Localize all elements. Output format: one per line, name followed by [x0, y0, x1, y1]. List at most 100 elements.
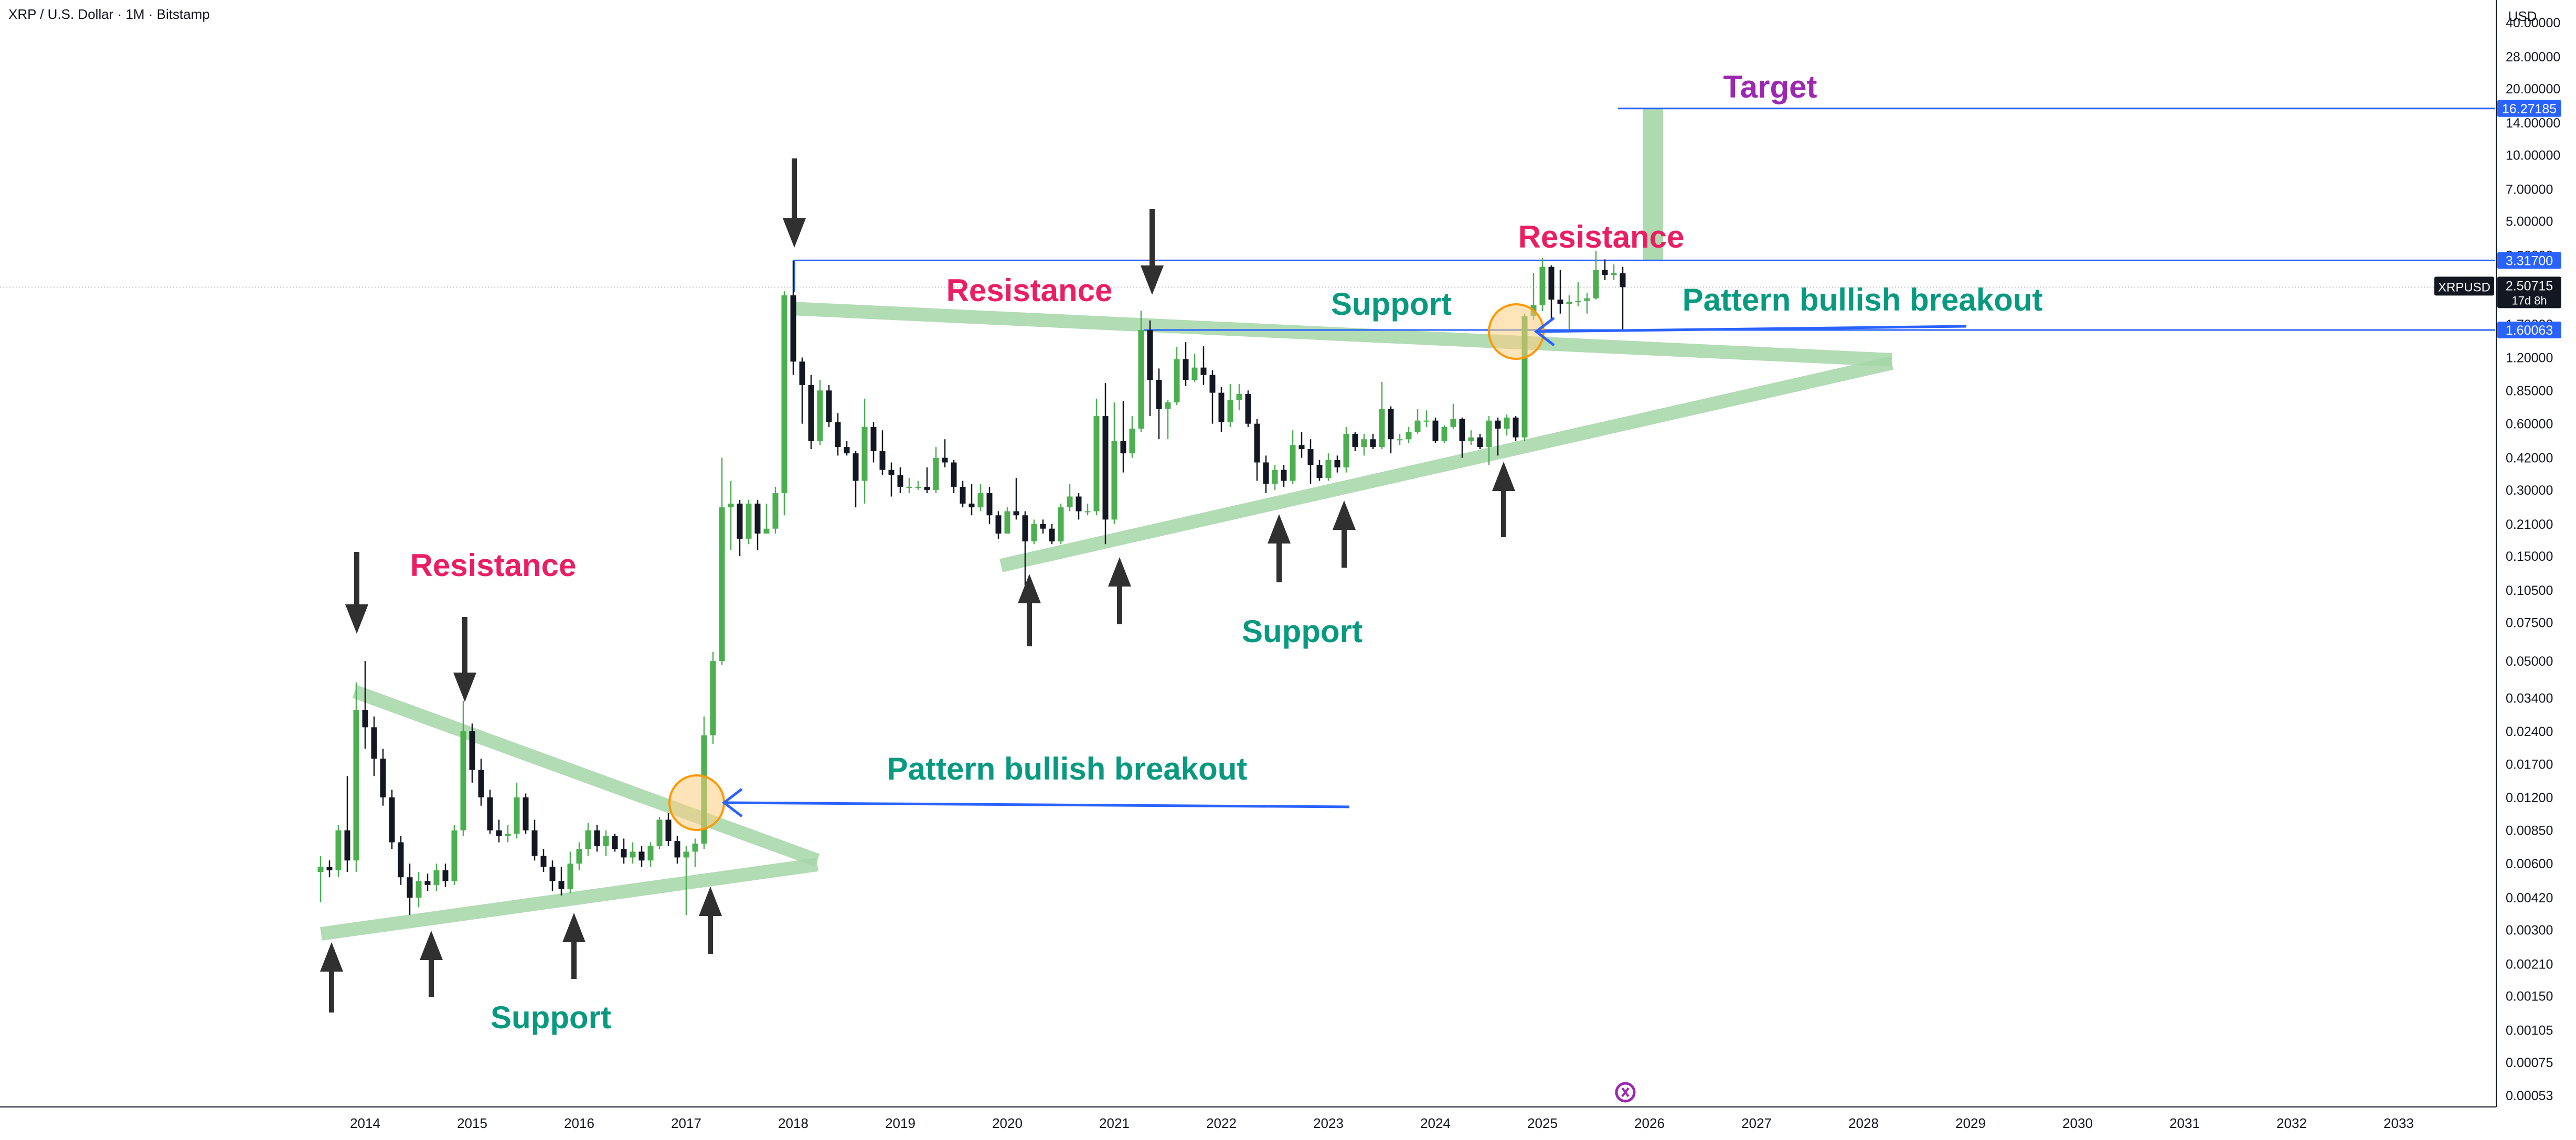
candle-body [977, 493, 984, 508]
candle-body [1236, 393, 1242, 400]
candle-body [1191, 367, 1198, 380]
candle-body [433, 870, 440, 885]
candle-body [549, 867, 556, 881]
x-axis-tick-label: 2014 [350, 1115, 380, 1131]
y-axis-tick-label: 0.01200 [2506, 791, 2553, 805]
candle-body [1076, 496, 1082, 512]
candle-body [1397, 439, 1403, 441]
x-axis-tick-label: 2030 [2062, 1115, 2093, 1131]
candle-body [1379, 409, 1385, 448]
y-axis-tick-label: 0.00105 [2506, 1024, 2553, 1038]
candle-body [781, 295, 787, 494]
candle-body [665, 819, 672, 841]
candle-body [1227, 400, 1233, 422]
support-up-arrow-icon [1492, 462, 1515, 537]
x-axis-tick-label: 2033 [2383, 1115, 2414, 1131]
brand-logo-icon [1615, 1082, 1636, 1103]
candle-body [353, 710, 359, 861]
candle-body [442, 870, 449, 881]
candle-body [1406, 432, 1412, 440]
candle-body [1548, 267, 1555, 300]
y-axis-tick-label: 0.15000 [2506, 549, 2553, 564]
y-axis-tick-label: 0.03400 [2506, 691, 2553, 706]
candle-body [505, 834, 511, 836]
y-axis-tick-label: 0.30000 [2506, 483, 2553, 498]
candle-body [888, 470, 895, 475]
candle-body [344, 830, 350, 861]
y-axis-tick-label: 0.00053 [2506, 1089, 2553, 1103]
x-axis-tick-label: 2025 [1527, 1115, 1558, 1131]
resistance-down-arrow-icon [1141, 209, 1164, 295]
candle-body [389, 797, 395, 843]
candle-body [710, 661, 716, 736]
candle-body [567, 864, 573, 889]
resistance-3-text: Resistance [1518, 219, 1685, 254]
support-up-arrow-icon [1268, 514, 1291, 582]
candle-body [1513, 417, 1519, 438]
candle-body [514, 797, 520, 834]
candle-body [719, 507, 725, 662]
candle-body [1147, 330, 1153, 380]
svg-text:3.31700: 3.31700 [2506, 253, 2553, 268]
candle-body [995, 515, 1002, 534]
x-axis-tick-label: 2019 [885, 1115, 916, 1131]
candle-body [1129, 429, 1135, 454]
candle-body [1111, 441, 1117, 520]
candle-body [968, 503, 975, 508]
candle-body [1290, 445, 1296, 481]
candle-body [1218, 392, 1225, 422]
triangle-2-support-line [999, 356, 1893, 572]
candle-body [1200, 367, 1207, 375]
triangle-1-support-line [320, 858, 818, 941]
y-axis-tick-label: 0.02400 [2506, 725, 2553, 739]
candle-body [469, 731, 475, 770]
x-axis-tick-label: 2017 [671, 1115, 701, 1131]
resistance-2-text: Resistance [946, 273, 1113, 308]
candle-body [728, 503, 734, 508]
resistance-down-arrow-icon [453, 617, 476, 702]
candle-body [1566, 302, 1572, 304]
x-axis-tick-label: 2018 [778, 1115, 808, 1131]
candle-body [1245, 393, 1251, 424]
y-axis-tick-label: 0.00850 [2506, 824, 2553, 838]
candle-body [674, 841, 680, 858]
breakout-1-arrow [721, 788, 1350, 817]
candle-body [879, 451, 886, 470]
candle-body [790, 295, 796, 362]
candle-body [317, 867, 324, 872]
candle-body [612, 836, 618, 849]
candle-body [451, 830, 457, 881]
candle-body [380, 759, 386, 797]
candle-body [772, 493, 779, 529]
y-axis-tick-label: 14.00000 [2506, 116, 2560, 131]
candle-body [1611, 273, 1617, 275]
x-axis-tick-label: 2031 [2169, 1115, 2200, 1131]
candle-body [1298, 445, 1305, 450]
support-up-arrow-icon [699, 887, 722, 954]
y-axis-tick-label: 0.00150 [2506, 989, 2553, 1004]
candle-body [1477, 437, 1483, 448]
y-axis-tick-label: 0.00600 [2506, 857, 2553, 871]
candle-body [416, 881, 422, 898]
candle-body [424, 881, 431, 885]
candle-body [1263, 462, 1269, 484]
chart-header-title: XRP / U.S. Dollar · 1M · Bitstamp [8, 6, 210, 22]
x-axis-tick-label: 2016 [564, 1115, 594, 1131]
candle-body [1174, 359, 1180, 403]
candle-body [603, 836, 609, 846]
candle-body [808, 385, 814, 441]
candle-body [853, 453, 859, 481]
x-axis-tick-label: 2026 [1634, 1115, 1665, 1131]
candle-body [656, 819, 663, 846]
support-up-arrow-icon [1018, 574, 1041, 646]
candle-body [1414, 420, 1421, 432]
candle-body [933, 457, 939, 490]
candle-body [915, 486, 921, 488]
candle-body [1575, 301, 1581, 302]
candle-body [407, 877, 413, 898]
y-axis-tick-label: 0.00075 [2506, 1056, 2553, 1070]
triangle-1-resistance-line [352, 685, 820, 867]
